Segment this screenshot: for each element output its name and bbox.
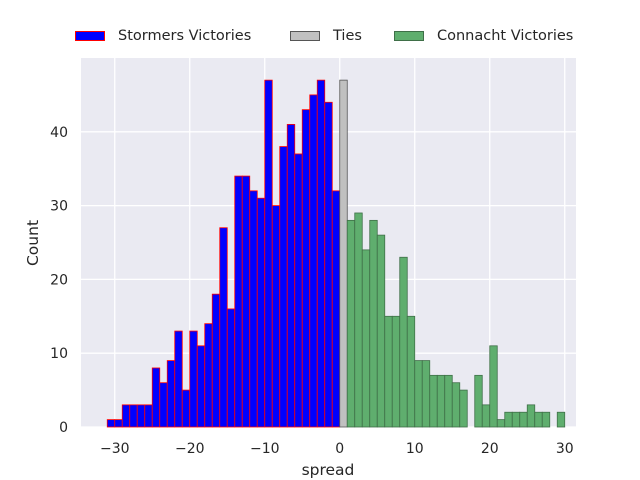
- bar-stormers: [211, 293, 221, 428]
- bar-stormers: [294, 153, 303, 428]
- y-axis-label: Count: [24, 220, 42, 266]
- bar-stormers: [129, 404, 138, 428]
- bar-connacht: [526, 404, 536, 428]
- bar-stormers: [309, 94, 318, 428]
- bar-stormers: [196, 345, 206, 428]
- bar-stormers: [219, 227, 228, 428]
- bar-stormers: [264, 79, 273, 428]
- bar-stormers: [136, 404, 146, 428]
- bar-connacht: [496, 419, 506, 428]
- x-tick-label: −10: [250, 441, 280, 457]
- legend-swatch-connacht: [394, 31, 424, 41]
- bar-stormers: [324, 101, 333, 428]
- x-axis-ticks: −30 −20 −10 0 10 20 30: [100, 441, 574, 457]
- bar-stormers: [204, 323, 213, 428]
- bar-stormers: [241, 175, 251, 428]
- bar-connacht: [444, 374, 453, 428]
- legend-swatch-stormers: [75, 31, 105, 41]
- bar-connacht: [541, 411, 551, 428]
- bar-connacht: [436, 374, 446, 428]
- bars: [106, 79, 566, 428]
- bar-connacht: [384, 315, 393, 428]
- y-axis-ticks: 0 10 20 30 40: [50, 125, 68, 436]
- bar-stormers: [144, 404, 153, 428]
- bar-connacht: [421, 360, 431, 428]
- x-tick-label: 30: [556, 441, 574, 457]
- bar-connacht: [391, 315, 401, 428]
- legend-item-ties: Ties: [290, 24, 362, 48]
- bar-connacht: [474, 374, 483, 428]
- bar-connacht: [406, 315, 416, 428]
- bar-connacht: [354, 212, 363, 428]
- bar-stormers: [166, 360, 176, 428]
- y-tick-label: 0: [59, 420, 68, 436]
- bar-stormers: [174, 330, 183, 428]
- legend-label-connacht: Connacht Victories: [437, 28, 574, 44]
- bar-connacht: [556, 411, 566, 428]
- y-tick-label: 20: [50, 272, 68, 288]
- legend: Stormers Victories Ties Connacht Victori…: [0, 24, 640, 48]
- y-tick-label: 40: [50, 125, 68, 141]
- bar-stormers: [159, 382, 168, 428]
- x-tick-label: −20: [175, 441, 205, 457]
- bar-connacht: [414, 360, 423, 428]
- x-tick-label: −30: [100, 441, 130, 457]
- bar-stormers: [106, 419, 116, 428]
- legend-item-stormers: Stormers Victories: [75, 24, 251, 48]
- bar-stormers: [301, 109, 311, 428]
- bar-connacht: [451, 382, 461, 428]
- bar-stormers: [286, 124, 296, 428]
- legend-label-ties: Ties: [333, 28, 362, 44]
- bar-stormers: [226, 308, 236, 428]
- bar-stormers: [189, 330, 198, 428]
- bar-stormers: [181, 389, 191, 428]
- bar-connacht: [534, 411, 543, 428]
- legend-label-stormers: Stormers Victories: [118, 28, 252, 44]
- bar-stormers: [271, 205, 281, 428]
- bar-connacht: [511, 411, 521, 428]
- bar-connacht: [369, 219, 378, 428]
- bar-connacht: [489, 345, 498, 428]
- y-tick-label: 10: [50, 346, 68, 362]
- y-tick-label: 30: [50, 199, 68, 215]
- bar-connacht: [504, 411, 513, 428]
- bar-stormers: [279, 146, 288, 428]
- bar-ties: [339, 79, 348, 428]
- x-tick-label: 10: [406, 441, 424, 457]
- bar-connacht: [399, 256, 408, 428]
- x-tick-label: 0: [335, 441, 344, 457]
- bar-connacht: [459, 389, 468, 428]
- legend-swatch-ties: [290, 31, 320, 41]
- bar-connacht: [429, 374, 438, 428]
- bar-stormers: [256, 197, 266, 428]
- bar-stormers: [151, 367, 161, 428]
- bar-connacht: [481, 404, 491, 428]
- x-axis-label: spread: [302, 461, 355, 479]
- bar-connacht: [376, 234, 386, 428]
- bar-connacht: [346, 219, 356, 428]
- bar-stormers: [234, 175, 243, 428]
- bar-connacht: [361, 249, 371, 428]
- bar-stormers: [316, 79, 326, 428]
- bar-stormers: [249, 190, 258, 428]
- bar-stormers: [121, 404, 131, 428]
- legend-item-connacht: Connacht Victories: [394, 24, 573, 48]
- bar-stormers: [331, 190, 341, 428]
- bar-connacht: [519, 411, 528, 428]
- bar-stormers: [114, 419, 123, 428]
- x-tick-label: 20: [481, 441, 499, 457]
